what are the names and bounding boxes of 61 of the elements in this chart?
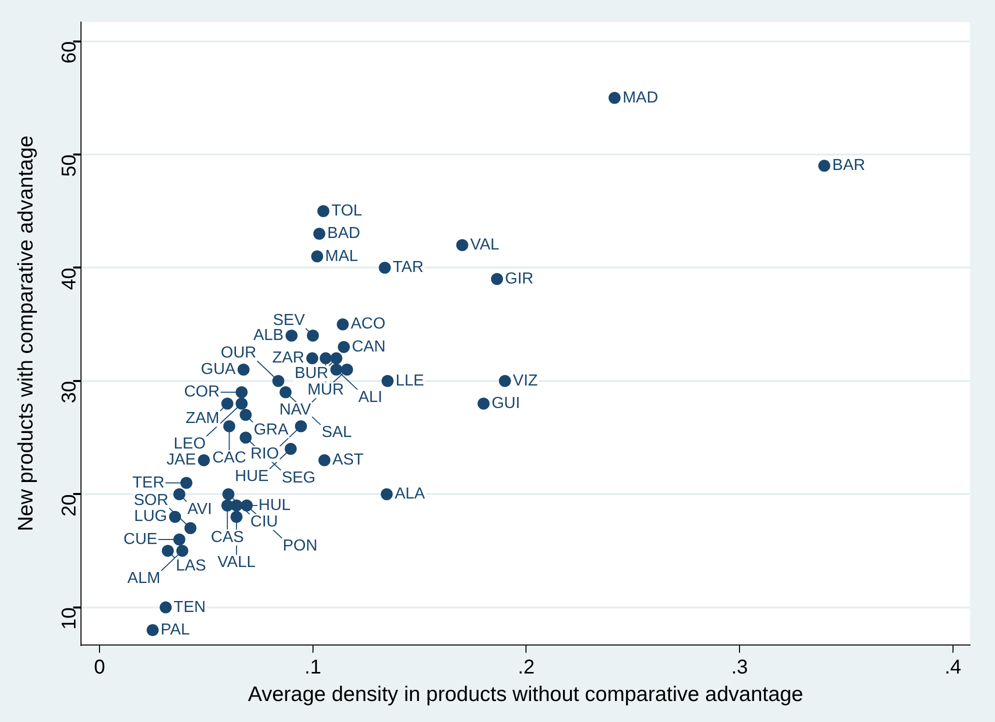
annotation: AST — [332, 452, 364, 469]
annotation: BAR — [832, 157, 866, 174]
annotation: LLE — [396, 372, 424, 390]
y-axis-title: New products with comparative advantage — [14, 136, 38, 532]
annotation: ZAM — [186, 410, 220, 428]
annotation: ZAR — [272, 350, 304, 367]
annotation: PON — [282, 537, 318, 554]
annotation: CIU — [250, 513, 278, 530]
annotation: ALM — [127, 570, 160, 588]
annotation: SEG — [282, 469, 316, 486]
annotation: COR — [184, 384, 220, 401]
annotation: TER — [132, 474, 164, 492]
annotation: VALL — [218, 554, 256, 572]
annotation: HUE — [234, 468, 269, 486]
annotation: LAS — [176, 557, 206, 574]
x-tick-label: .1 — [304, 656, 322, 678]
annotation: LUG — [134, 508, 168, 526]
annotation: ALA — [394, 486, 426, 503]
annotation: GUI — [492, 395, 520, 412]
annotation: ACO — [350, 316, 386, 333]
annotation: BAD — [327, 225, 360, 242]
annotation: TAR — [392, 259, 424, 276]
x-tick-label: .4 — [944, 656, 962, 678]
annotation: MAL — [325, 248, 358, 265]
annotation: CUE — [124, 530, 158, 548]
x-axis-title: Average density in products without comparative advantage — [248, 683, 804, 706]
annotation: PAL — [160, 621, 190, 638]
annotation: AVI — [187, 500, 212, 518]
annotation: OUR — [220, 344, 256, 362]
annotation: VAL — [470, 236, 500, 254]
y-tick-label: 50 — [58, 154, 81, 177]
annotation: HUL — [258, 496, 291, 514]
annotation: LEO — [174, 435, 206, 452]
annotation: SOR — [134, 492, 168, 509]
annotation: SAL — [322, 424, 352, 442]
annotation: NAV — [279, 401, 312, 418]
annotation: RIO — [250, 445, 279, 462]
y-tick-label: 40 — [58, 268, 81, 290]
y-tick-label: 60 — [58, 41, 81, 64]
y-tick-label: 30 — [58, 380, 81, 404]
annotation: CAS — [210, 528, 244, 546]
annotation: GUA — [200, 361, 236, 378]
annotation: SEV — [272, 312, 306, 329]
x-tick-label: .3 — [731, 656, 748, 678]
annotation: BUR — [294, 364, 328, 382]
annotation: TEN — [174, 598, 206, 616]
annotation: ALI — [358, 388, 382, 406]
y-tick-label: 10 — [58, 607, 81, 630]
annotation: CAN — [352, 338, 386, 356]
x-tick-label: .2 — [518, 656, 535, 678]
annotation: GIR — [505, 270, 534, 288]
annotation: VIZ — [512, 372, 538, 390]
annotation: ALB — [253, 327, 284, 344]
y-tick-label: 20 — [58, 494, 81, 516]
annotation: MUR — [307, 382, 344, 399]
annotation: TOL — [331, 202, 362, 220]
annotation: MAD — [622, 89, 658, 106]
annotation: GRA — [254, 422, 289, 439]
x-tick-label: 0 — [94, 656, 106, 678]
annotation: JAE — [166, 452, 196, 469]
annotation: CAC — [212, 450, 246, 467]
